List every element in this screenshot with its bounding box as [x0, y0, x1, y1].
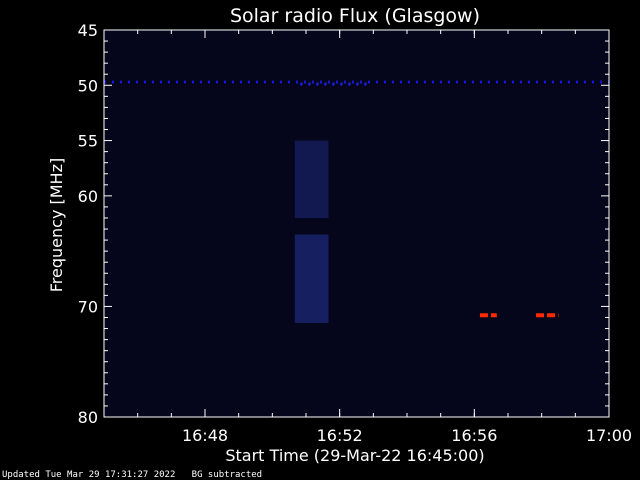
- footer: Updated Tue Mar 29 17:31:27 2022 BG subt…: [2, 470, 262, 480]
- y-tick-label: 50: [78, 76, 98, 95]
- y-tick-label: 80: [78, 408, 98, 427]
- plot-axes: 45 50 55 60 70 80 16:48 16:52 16:56 17:00: [78, 21, 632, 445]
- y-tick-label: 70: [78, 297, 98, 316]
- y-tick-label: 55: [78, 132, 98, 151]
- broadband-band-3: [294, 234, 329, 324]
- footer-updated: Updated Tue Mar 29 17:31:27 2022: [2, 470, 176, 480]
- x-tick-label: 17:00: [586, 426, 632, 445]
- broadband-band-2: [294, 140, 329, 218]
- y-axis-label: Frequency [MHz]: [47, 158, 66, 292]
- chart-title: Solar radio Flux (Glasgow): [230, 5, 480, 27]
- y-tick-label: 60: [78, 187, 98, 206]
- x-tick-label: 16:48: [182, 426, 228, 445]
- y-tick-label: 45: [78, 21, 98, 40]
- spectrogram-features: [104, 80, 609, 324]
- footer-note: BG subtracted: [191, 470, 263, 480]
- x-tick-label: 16:56: [451, 426, 497, 445]
- plot-frame: [103, 29, 610, 418]
- x-tick-label: 16:52: [317, 426, 363, 445]
- plot-area: [104, 30, 609, 417]
- x-axis-label: Start Time (29-Mar-22 16:45:00): [225, 446, 484, 465]
